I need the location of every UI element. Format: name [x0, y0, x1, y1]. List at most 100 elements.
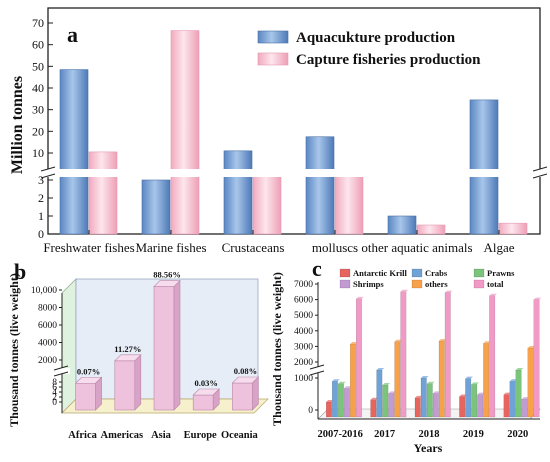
panel-a-ytick-label: 50 — [32, 59, 44, 73]
panel-b-ytick-label: 6000 — [38, 321, 57, 331]
panel-c-bar-top — [527, 345, 536, 348]
panel-b-bar-side — [212, 388, 220, 411]
panel-c-bar-total — [444, 292, 451, 418]
panel-b-bar-side — [134, 354, 142, 411]
panel-c-bar-top — [388, 391, 397, 394]
panel-a-bar-aquaculture — [141, 179, 171, 235]
panel-a-bar-aquaculture — [305, 136, 335, 235]
panel-c-bar-prawns — [515, 369, 522, 418]
panel-c: c Thousand tonnes (live weight) Years 2000 3… — [270, 256, 542, 455]
panel-c-xlabel: Years — [414, 441, 443, 455]
panel-b-ytick-label: 8000 — [38, 304, 57, 314]
panel-a-ytick-label: 30 — [32, 103, 44, 117]
panel-c-bar-top — [433, 391, 441, 394]
panel-c-bar-top — [439, 338, 447, 341]
panel-c-bar-top — [370, 397, 379, 400]
panel-a-bar-capture — [334, 172, 364, 235]
panel-c-bar-antarctic-krill — [326, 401, 332, 418]
panel-a-ytick-label: 0 — [38, 227, 44, 241]
panel-c-bar-top — [344, 386, 352, 389]
panel-a-axis-break-band — [42, 169, 546, 177]
panel-b-ytick-label: 10,000 — [31, 286, 57, 296]
panel-b-data-label: 11.27% — [114, 344, 141, 354]
panel-a-bar-capture — [88, 151, 118, 235]
panel-c-bar-top — [326, 400, 334, 402]
panel-c-bar-antarctic-krill — [459, 396, 466, 418]
panel-c-bar-prawns — [426, 383, 433, 418]
panel-c-bar-top — [483, 341, 491, 344]
panel-c-bar-total — [356, 298, 362, 418]
panel-a-ytick-label: 10 — [32, 146, 44, 160]
panel-c-bar-shrimps — [521, 398, 528, 418]
panel-a-ytick-label: 60 — [32, 38, 44, 52]
panel-a-break-mark — [40, 166, 56, 172]
panel-c-bar-top — [489, 293, 497, 296]
panel-a-ytick-label: 2 — [38, 191, 44, 205]
panel-b-ylabel: Thousand tonnes (live weight) — [7, 273, 21, 427]
panel-c-legend-label: Prawns — [487, 268, 515, 278]
panel-a-break-mark — [40, 173, 56, 179]
panel-c-bar-top — [445, 290, 453, 293]
panel-c-bar-total — [533, 299, 540, 418]
panel-c-bar-prawns — [338, 383, 344, 418]
panel-a-bar-aquaculture — [469, 99, 499, 235]
panel-c-legend-label: Crabs — [425, 268, 448, 278]
panel-c-legend-label: Shrimps — [353, 279, 384, 289]
panel-c-legend-swatch — [339, 268, 351, 278]
panel-a-legend-label: Capture fisheries production — [296, 52, 481, 68]
panel-c-ytick-label: 7000 — [294, 280, 313, 290]
panel-c-bar-top — [382, 383, 391, 386]
panel-c-bar-top — [394, 339, 403, 342]
panel-b-data-label: 0.07% — [77, 366, 100, 376]
panel-c-bar-shrimps — [477, 394, 484, 418]
panel-a-break-mark — [532, 173, 548, 179]
panel-b-xtick-label: Americas — [101, 430, 144, 441]
panel-b-bar — [114, 360, 136, 411]
panel-c-bar-top — [356, 296, 364, 299]
panel-a-bar-aquaculture — [59, 69, 89, 235]
panel-c-bar-top — [350, 342, 358, 345]
panel-c-bar-top — [471, 382, 479, 385]
panel-c-bar-antarctic-krill — [414, 397, 421, 418]
panel-c-bar-antarctic-krill — [503, 394, 510, 418]
panel-c-bar-top — [509, 379, 518, 382]
panel-a: a Million tonnes 10 20 30 40 50 60 70 0 1 2 3 Freshwa… — [9, 7, 548, 255]
panel-c-ytick-label: 6000 — [294, 296, 313, 306]
panel-c-bar-others — [350, 343, 356, 418]
panel-c-label: c — [312, 256, 322, 281]
panel-c-legend-swatch — [473, 279, 485, 289]
panel-c-bar-top — [533, 297, 542, 300]
panel-a-frame — [47, 7, 541, 235]
panel-b-bar-side — [252, 376, 259, 411]
panel-c-xtick-label: 2018 — [419, 429, 440, 440]
panel-a-ytick-label: 1 — [38, 209, 44, 223]
panel-c-legend-swatch — [339, 279, 351, 289]
panel-b-bar — [232, 382, 253, 411]
panel-c-break-mark — [309, 370, 325, 376]
panel-c-bar-crabs — [509, 381, 516, 418]
panel-a-ytick-label: 20 — [32, 124, 44, 138]
panel-b-ytick-label: 4000 — [38, 339, 57, 349]
panel-a-xtick-label: Algae — [483, 240, 514, 255]
panel-c-bar-total — [489, 295, 496, 418]
panel-c-bar-top — [421, 376, 429, 378]
panel-c-bar-shrimps — [388, 393, 395, 418]
panel-c-bar-top — [465, 376, 473, 379]
panel-c-legend-label: total — [487, 279, 504, 289]
panel-b-bar-side — [173, 279, 181, 411]
panel-c-bar-crabs — [420, 377, 427, 418]
panel-c-bar-crabs — [465, 378, 472, 418]
panel-c-bar-top — [376, 368, 385, 370]
panel-c-bar-top — [338, 381, 346, 384]
panel-c-bar-prawns — [382, 384, 389, 418]
panel-a-xtick-label: molluscs — [312, 240, 358, 255]
panel-c-bar-top — [427, 381, 435, 384]
panel-b-data-label: 88.56% — [153, 270, 181, 280]
panel-c-legend-swatch — [473, 268, 485, 278]
panel-c-ytick-label: 4000 — [294, 327, 313, 337]
panel-b-break-mark — [53, 371, 69, 377]
panel-c-legend-swatch — [411, 279, 423, 289]
panel-c-bar-others — [483, 343, 490, 418]
panel-a-xtick-label: other aquatic animals — [361, 240, 472, 255]
